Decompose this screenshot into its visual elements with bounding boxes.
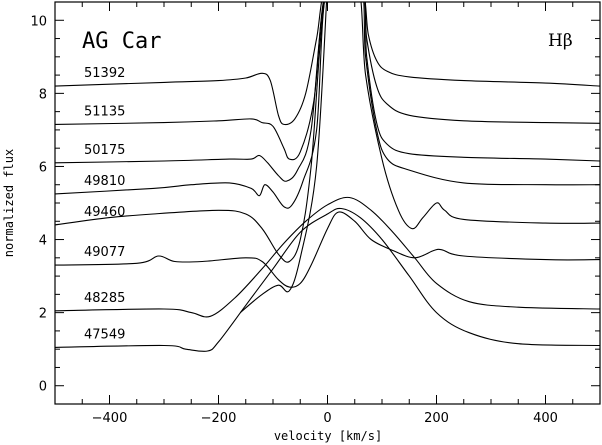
x-tick-label: 0 <box>323 411 331 426</box>
spectrum-line-48285 <box>55 196 600 318</box>
series-label-49460: 49460 <box>84 205 125 220</box>
spectrum-line-51392 <box>55 2 600 126</box>
spectrum-line-50175 <box>55 2 600 182</box>
series-label-49810: 49810 <box>84 174 125 189</box>
series-label-47549: 47549 <box>84 327 125 342</box>
spectrum-line-51135 <box>55 2 600 161</box>
series-label-49077: 49077 <box>84 245 125 260</box>
x-tick-label: −400 <box>92 411 128 426</box>
spectral-line-label: Hβ <box>548 31 573 51</box>
spectrum-line-47549 <box>55 207 600 352</box>
x-tick-label: 400 <box>533 411 558 426</box>
series-lines <box>55 2 600 352</box>
y-axis-title: normalized flux <box>2 149 16 257</box>
x-tick-label: 200 <box>424 411 449 426</box>
x-axis-title: velocity [km/s] <box>274 429 382 443</box>
x-axis: −400 −200 0 200 400 <box>54 2 601 426</box>
y-tick-label: 0 <box>39 380 47 395</box>
series-label-51135: 51135 <box>84 104 125 119</box>
spectrum-line-49077 <box>55 211 600 288</box>
series-label-50175: 50175 <box>84 143 125 158</box>
series-label-51392: 51392 <box>84 66 125 81</box>
y-tick-label: 2 <box>39 307 47 322</box>
y-tick-label: 10 <box>30 14 47 29</box>
spectrum-line <box>239 2 328 314</box>
spectrum-line-49460 <box>55 2 600 263</box>
y-tick-label: 8 <box>39 87 47 102</box>
y-tick-label: 4 <box>39 234 47 249</box>
series-label-48285: 48285 <box>84 291 125 306</box>
x-tick-label: −200 <box>201 411 237 426</box>
series-labels: 51392 51135 50175 49810 49460 49077 48285 47549 <box>84 66 125 342</box>
chart-title: AG Car <box>82 29 161 54</box>
y-tick-label: 6 <box>39 160 47 175</box>
spectrum-line-49810 <box>55 2 600 209</box>
